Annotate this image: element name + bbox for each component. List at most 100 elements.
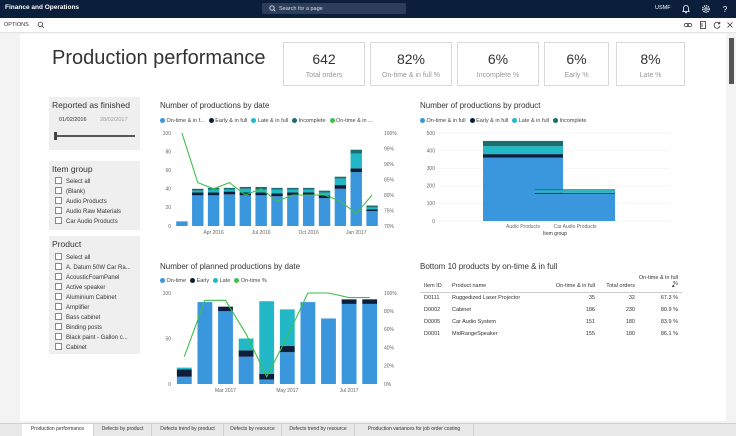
sort-ascending-icon[interactable]: ▲ (671, 283, 676, 288)
bell-icon[interactable] (680, 3, 692, 15)
bar-segment (341, 299, 357, 304)
report-tab[interactable]: Defects by product (94, 424, 152, 436)
chart3-planned-productions[interactable]: 0 50 100 0% 20% 40% 60% 80% 100% Mar 2017 May 2017… (160, 288, 398, 398)
legend-swatch (234, 278, 240, 283)
item-group-option[interactable]: Select all (55, 177, 90, 185)
product-option[interactable]: Select all (55, 253, 90, 261)
table-header[interactable]: Total orders (606, 283, 635, 289)
legend-item[interactable]: On-time & in f... (160, 118, 205, 124)
legend-item[interactable]: Late & in full (251, 118, 288, 124)
checkbox[interactable] (55, 343, 62, 350)
refresh-icon[interactable] (712, 20, 722, 30)
kpi-value: 8% (640, 51, 661, 67)
legend-item[interactable]: Early (190, 278, 209, 284)
legend-item[interactable]: Incomplete (292, 118, 326, 124)
checkbox[interactable] (55, 273, 62, 280)
table-row[interactable]: D0005 Car Audio System 151 180 83.9 % (420, 319, 682, 330)
table-row[interactable]: D0002 Cabinet 186 230 80.9 % (420, 307, 682, 318)
table-title: Bottom 10 products by on-time & in full (420, 262, 558, 271)
legend-item[interactable]: Early & in full (208, 118, 247, 124)
chart2-productions-by-product[interactable]: 0 100 200 300 400 500 Audio Products Car Audio … (420, 128, 680, 243)
table-header[interactable]: Product name (452, 283, 487, 289)
checkbox[interactable] (55, 323, 62, 330)
legend-item[interactable]: Late (213, 278, 230, 284)
checkbox[interactable] (55, 293, 62, 300)
product-option[interactable]: Bass cabinet (55, 313, 100, 321)
item-group-option[interactable]: Car Audio Products (55, 217, 118, 225)
report-tab[interactable]: Production variances for job order costi… (355, 424, 474, 436)
item-group-option[interactable]: Audio Products (55, 197, 107, 205)
table-cell: D0005 (424, 319, 441, 325)
table-header[interactable]: Item ID (424, 283, 442, 289)
kpi-late: 8% Late % (616, 42, 685, 86)
link-icon[interactable] (683, 20, 693, 30)
checkbox[interactable] (55, 283, 62, 290)
options-bar: OPTIONS (0, 18, 736, 33)
checkbox[interactable] (55, 187, 62, 194)
item-group-option[interactable]: (Blank) (55, 187, 85, 195)
vertical-scrollbar[interactable] (729, 38, 734, 84)
close-icon[interactable] (725, 20, 735, 30)
bar-segment (334, 185, 347, 189)
product-option[interactable]: Amplifier (55, 303, 89, 311)
x-tick-label: Jan 2017 (346, 230, 367, 236)
table-header[interactable]: On-time & in full % (638, 275, 678, 287)
checkbox[interactable] (55, 253, 62, 260)
report-tab[interactable]: Defects trend by resource (282, 424, 355, 436)
checkbox[interactable] (55, 303, 62, 310)
chart1-productions-by-date[interactable]: 0 20 40 60 80 100 70% 75% 80% 85% 90% 95% 100% Apr 20… (160, 128, 398, 243)
gear-icon[interactable] (700, 3, 712, 15)
legend-item[interactable]: Late & in full (512, 118, 549, 124)
product-option[interactable]: A. Datum 50W Car Ra... (55, 263, 131, 271)
office-icon[interactable] (698, 20, 708, 30)
product-option-label: Active speaker (66, 285, 106, 291)
legend-swatch (469, 118, 475, 123)
checkbox[interactable] (55, 313, 62, 320)
report-tab[interactable]: Production performance (22, 424, 94, 436)
checkbox[interactable] (55, 263, 62, 270)
checkbox[interactable] (55, 333, 62, 340)
bar-segment (218, 306, 233, 312)
legend-item[interactable]: On-time % (234, 278, 267, 284)
product-option[interactable]: Aluminium Cabinet (55, 293, 116, 301)
product-option[interactable]: Active speaker (55, 283, 105, 291)
checkbox[interactable] (55, 177, 62, 184)
legend-item[interactable]: On-time & in ... (329, 118, 373, 124)
checkbox[interactable] (55, 207, 62, 214)
start-date[interactable]: 01/02/2016 (59, 117, 87, 123)
legend-item[interactable]: Early & in full (469, 118, 508, 124)
legend-label: On-time % (240, 278, 267, 284)
product-option[interactable]: Black paint - Gallon c... (55, 333, 128, 341)
table-row[interactable]: D0001 MidRangeSpeaker 155 180 86.1 % (420, 331, 682, 342)
checkbox[interactable] (55, 197, 62, 204)
table-header[interactable]: On-time & in full (555, 283, 595, 289)
product-option[interactable]: AcousticFoamPanel (55, 273, 119, 281)
x-tick-label: Jul 2016 (252, 230, 271, 236)
legend-item[interactable]: On-time (160, 278, 186, 284)
legend-swatch (251, 118, 257, 123)
date-range-track[interactable] (55, 135, 135, 137)
company-selector[interactable]: USMF (655, 5, 671, 11)
product-option[interactable]: Cabinet (55, 343, 87, 351)
checkbox[interactable] (55, 217, 62, 224)
y2-tick-label: 95% (384, 146, 395, 152)
report-tab[interactable]: Defects trend by product (152, 424, 224, 436)
table-row[interactable]: D0111 Ruggedized Laser Projector 35 32 67.3 … (420, 295, 682, 306)
options-menu[interactable]: OPTIONS (4, 22, 29, 28)
y-tick-label: 0 (168, 224, 171, 230)
report-tab[interactable]: Defects by resource (224, 424, 282, 436)
kpi-incomplete: 6% Incomplete % (457, 42, 539, 86)
search-box[interactable]: Search for a page (262, 3, 406, 14)
search-icon[interactable] (36, 20, 46, 30)
product-option[interactable]: Binding posts (55, 323, 102, 331)
legend-item[interactable]: Incomplete (553, 118, 586, 124)
end-date[interactable]: 28/02/2017 (100, 117, 128, 123)
kpi-on-time-in-full: 82% On-time & in full % (370, 42, 452, 86)
date-range-handle[interactable] (54, 132, 57, 140)
product-option-label: A. Datum 50W Car Ra... (66, 265, 131, 271)
help-icon[interactable]: ? (719, 3, 731, 15)
item-group-option[interactable]: Audio Raw Materials (55, 207, 121, 215)
table-cell: 151 (585, 319, 595, 325)
legend-item[interactable]: On-time & in full (420, 118, 466, 124)
app-title[interactable]: Finance and Operations (5, 4, 80, 11)
